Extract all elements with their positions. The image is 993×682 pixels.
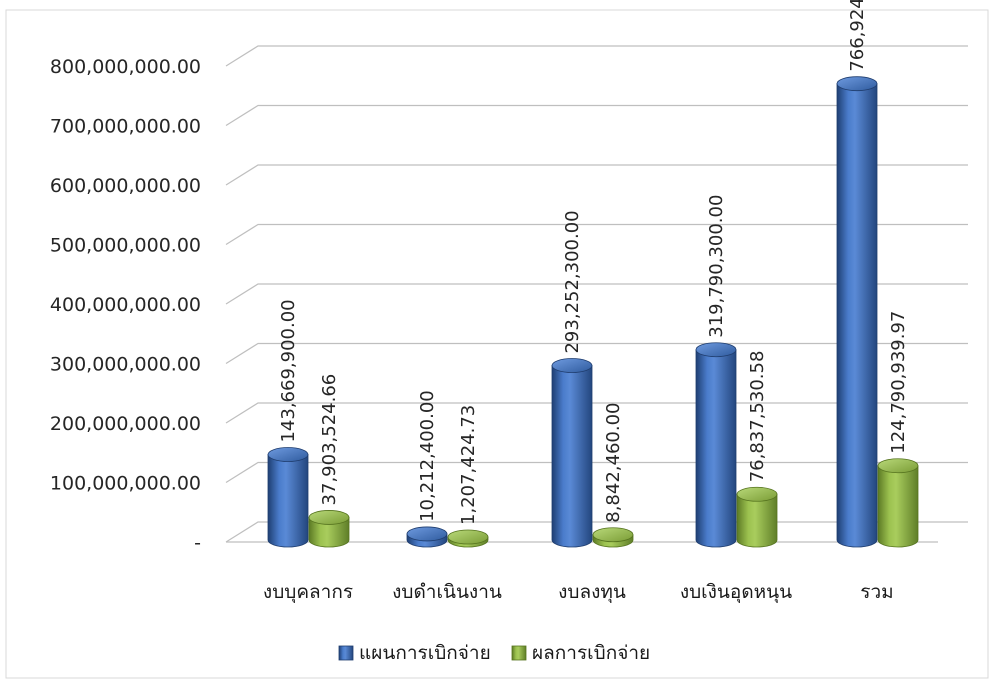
gridline xyxy=(225,283,968,305)
bar-layer xyxy=(267,76,919,548)
data-label-layer: 143,669,900.00 37,903,524.66 10,212,400.00… xyxy=(278,0,909,525)
legend-label: แผนการเบิกจ่าย xyxy=(359,642,491,664)
category-label: งบลงทุน xyxy=(558,581,626,604)
plan-bar-body xyxy=(267,454,309,548)
actual-bar xyxy=(308,510,350,548)
data-label: 37,903,524.66 xyxy=(319,374,340,506)
y-tick-label: 500,000,000.00 xyxy=(50,235,201,257)
gridline xyxy=(225,104,968,127)
actual-bar xyxy=(447,529,489,548)
category-label: งบบุคลากร xyxy=(263,581,353,604)
data-label: 766,924,900.00 xyxy=(847,0,868,72)
legend-item-plan: แผนการเบิกจ่าย xyxy=(338,642,491,664)
y-tick-label: 400,000,000.00 xyxy=(50,294,201,316)
data-label: 124,790,939.97 xyxy=(888,311,909,454)
actual-bar-top xyxy=(447,529,489,545)
actual-bar-top xyxy=(592,527,634,543)
actual-bar-top xyxy=(308,510,350,525)
plan-bar-top xyxy=(551,358,593,373)
gridline xyxy=(225,223,968,246)
y-tick-label: 700,000,000.00 xyxy=(50,116,201,138)
plan-bar xyxy=(695,342,737,548)
gridline xyxy=(225,164,968,186)
data-label: 76,837,530.58 xyxy=(747,351,768,483)
actual-bar xyxy=(877,458,919,548)
plan-bar xyxy=(267,447,309,548)
plan-bar xyxy=(551,358,593,548)
data-label: 143,669,900.00 xyxy=(278,299,299,442)
category-label: งบดำเนินงาน xyxy=(392,581,502,603)
y-tick-label: 100,000,000.00 xyxy=(50,473,201,495)
y-axis-ticks: - 100,000,000.00 200,000,000.00 300,000,000… xyxy=(50,56,201,554)
data-label: 10,212,400.00 xyxy=(417,390,438,522)
plan-bar-top xyxy=(836,76,878,92)
plan-bar-body xyxy=(695,349,737,548)
gridline xyxy=(225,342,968,365)
legend-item-actual: ผลการเบิกจ่าย xyxy=(511,642,650,664)
plan-bar-top xyxy=(267,447,309,462)
data-label: 293,252,300.00 xyxy=(562,210,583,353)
actual-bar-body xyxy=(877,465,919,548)
actual-bar-body xyxy=(308,517,350,548)
data-label: 1,207,424.73 xyxy=(458,405,479,525)
category-label: งบเงินอุดหนุน xyxy=(680,581,792,604)
gridline xyxy=(225,45,968,67)
y-tick-label: 600,000,000.00 xyxy=(50,175,201,197)
actual-bar-body xyxy=(736,493,778,548)
y-tick-label: 200,000,000.00 xyxy=(50,413,201,435)
data-label: 8,842,460.00 xyxy=(603,403,624,523)
plan-bar-body xyxy=(836,83,878,548)
legend-label: ผลการเบิกจ่าย xyxy=(532,642,650,664)
plan-bar-top xyxy=(406,526,448,542)
plan-bar-body xyxy=(551,365,593,548)
plan-bar xyxy=(836,76,878,548)
actual-bar xyxy=(736,486,778,548)
data-label: 319,790,300.00 xyxy=(706,195,727,338)
y-tick-label: - xyxy=(194,532,201,554)
category-label: รวม xyxy=(860,581,893,603)
y-tick-label: 300,000,000.00 xyxy=(50,354,201,376)
plan-bar-top xyxy=(695,342,737,358)
actual-bar-top xyxy=(736,486,778,502)
plan-bar xyxy=(406,526,448,548)
x-axis-categories: งบบุคลากร งบดำเนินงาน งบลงทุน งบเงินอุดหนุน… xyxy=(263,581,894,604)
legend-swatch xyxy=(338,645,354,661)
y-tick-label: 800,000,000.00 xyxy=(50,56,201,78)
actual-bar xyxy=(592,527,634,548)
actual-bar-top xyxy=(877,458,919,474)
legend-swatch xyxy=(511,645,527,661)
legend: แผนการเบิกจ่าย ผลการเบิกจ่าย xyxy=(338,642,650,664)
